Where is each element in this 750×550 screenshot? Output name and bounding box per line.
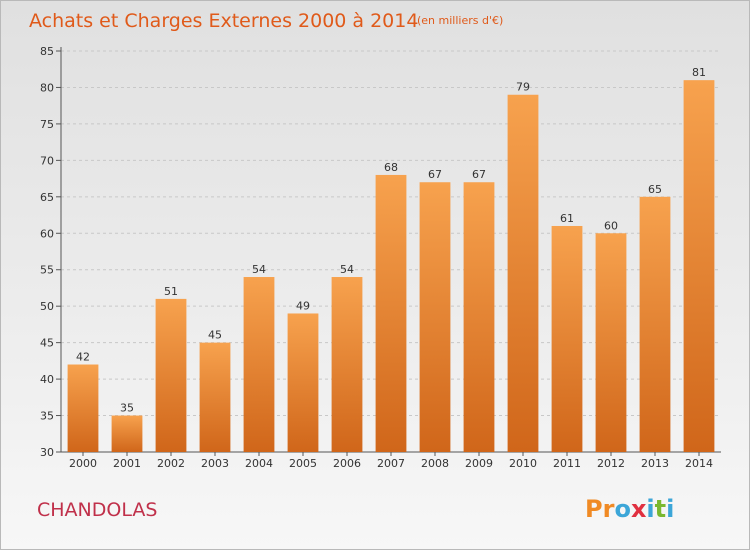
bar-2009: [463, 182, 495, 452]
logo-letter: r: [603, 495, 615, 523]
x-tick-label: 2003: [201, 457, 229, 470]
bar-2008: [419, 182, 451, 452]
place-name: CHANDOLAS: [37, 499, 157, 521]
bar-2005: [287, 313, 319, 452]
chart-title: Achats et Charges Externes 2000 à 2014: [29, 10, 418, 32]
y-tick-label: 35: [40, 410, 54, 423]
x-tick-label: 2006: [333, 457, 361, 470]
data-label-2005: 49: [296, 299, 310, 312]
y-tick-label: 60: [40, 227, 54, 240]
y-tick-label: 70: [40, 154, 54, 167]
y-tick-label: 30: [40, 446, 54, 459]
x-tick-label: 2011: [553, 457, 581, 470]
data-label-2004: 54: [252, 263, 266, 276]
x-tick-label: 2007: [377, 457, 405, 470]
logo-letter: P: [585, 495, 603, 523]
y-tick-label: 65: [40, 191, 54, 204]
x-tick-label: 2010: [509, 457, 537, 470]
data-label-2012: 60: [604, 219, 618, 232]
logo-letter: i: [646, 495, 654, 523]
bar-2014: [683, 80, 715, 452]
x-tick-label: 2014: [685, 457, 713, 470]
x-tick-label: 2009: [465, 457, 493, 470]
x-tick-label: 2002: [157, 457, 185, 470]
y-tick-label: 80: [40, 81, 54, 94]
data-label-2011: 61: [560, 212, 574, 225]
data-label-2007: 68: [384, 161, 398, 174]
data-labels: 42 35 51 45 54 49 54 68 67 67 79 61 60 65 81: [76, 66, 706, 414]
x-tick-label: 2000: [69, 457, 97, 470]
data-label-2009: 67: [472, 168, 486, 181]
data-label-2006: 54: [340, 263, 354, 276]
bar-2003: [199, 342, 231, 452]
bar-2012: [595, 233, 627, 452]
bar-2011: [551, 225, 583, 452]
data-label-2001: 35: [120, 402, 134, 415]
bar-2001: [111, 415, 143, 452]
bar-2006: [331, 277, 363, 452]
bar-2007: [375, 174, 407, 453]
y-tick-label: 45: [40, 337, 54, 350]
data-label-2000: 42: [76, 351, 90, 364]
x-tick-label: 2004: [245, 457, 273, 470]
x-tick-label: 2012: [597, 457, 625, 470]
bar-2013: [639, 196, 671, 452]
bar-2004: [243, 277, 275, 452]
x-tick-label: 2001: [113, 457, 141, 470]
y-tick-label: 75: [40, 118, 54, 131]
data-label-2008: 67: [428, 168, 442, 181]
y-tick-label: 50: [40, 300, 54, 313]
chart-subtitle: (en milliers d'€): [417, 14, 503, 27]
y-tick-label: 40: [40, 373, 54, 386]
x-tick-label: 2005: [289, 457, 317, 470]
bar-2010: [507, 94, 539, 452]
proxiti-logo: Proxiti: [585, 495, 674, 523]
x-tick-label: 2008: [421, 457, 449, 470]
bar-2002: [155, 298, 187, 452]
logo-letter: t: [655, 495, 666, 523]
y-tick-label: 55: [40, 264, 54, 277]
y-tick-label: 85: [40, 45, 54, 58]
logo-letter: i: [666, 495, 674, 523]
x-tick-label: 2013: [641, 457, 669, 470]
data-label-2013: 65: [648, 183, 662, 196]
logo-letter: o: [614, 495, 631, 523]
data-label-2014: 81: [692, 66, 706, 79]
data-label-2002: 51: [164, 285, 178, 298]
data-label-2010: 79: [516, 81, 530, 94]
bar-2000: [67, 364, 99, 452]
logo-letter: x: [631, 495, 647, 523]
bars: [67, 80, 715, 453]
data-label-2003: 45: [208, 329, 222, 342]
